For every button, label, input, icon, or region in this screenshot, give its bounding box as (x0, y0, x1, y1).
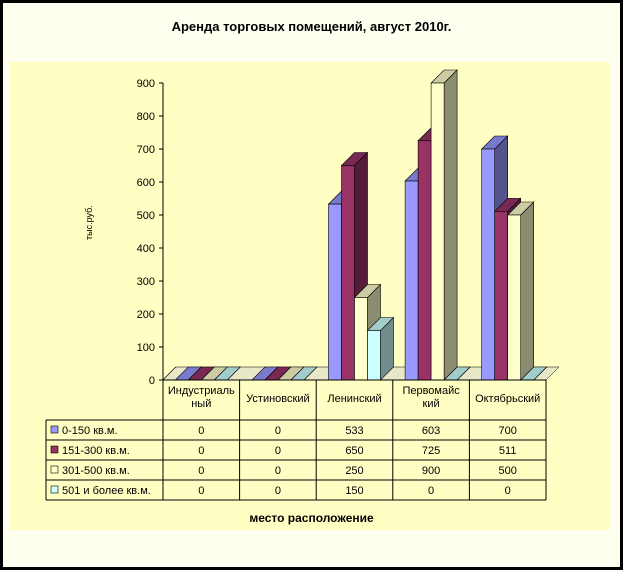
legend-swatch (50, 485, 59, 494)
data-label: 250 (345, 465, 363, 477)
bar (404, 180, 419, 381)
data-label: 0 (275, 465, 281, 477)
bar (481, 148, 496, 381)
bar (354, 297, 368, 381)
chart-title: Аренда торговых помещений, август 2010г. (171, 19, 452, 34)
y-tick-label: 600 (137, 177, 155, 189)
data-label: 0 (198, 445, 204, 457)
data-label: 603 (422, 425, 440, 437)
data-label: 0 (275, 425, 281, 437)
data-label: 900 (422, 465, 440, 477)
legend-label: 501 и более кв.м. (62, 485, 151, 497)
data-label: 0 (198, 485, 204, 497)
data-label: 0 (428, 485, 434, 497)
category-label: Устиновский (246, 393, 309, 405)
data-label: 650 (345, 445, 363, 457)
legend-label: 151-300 кв.м. (62, 445, 130, 457)
y-tick-label: 900 (137, 78, 155, 90)
data-label: 0 (275, 485, 281, 497)
legend-swatch (50, 425, 59, 434)
category-label: Индустриаль (168, 385, 235, 397)
category-label: ный (191, 398, 211, 410)
data-label: 0 (198, 465, 204, 477)
category-label: Ленинский (327, 393, 381, 405)
bar (417, 140, 432, 381)
data-label: 0 (275, 445, 281, 457)
data-label: 533 (345, 425, 363, 437)
category-label: Октябрьский (475, 393, 540, 405)
legend-label: 0-150 кв.м. (62, 425, 118, 437)
bar (367, 330, 381, 381)
data-label: 725 (422, 445, 440, 457)
bar (328, 203, 342, 381)
y-tick-label: 700 (137, 144, 155, 156)
y-tick-label: 800 (137, 111, 155, 123)
legend-swatch (50, 445, 59, 454)
data-label: 700 (499, 425, 517, 437)
data-label: 500 (499, 465, 517, 477)
y-tick-label: 0 (149, 375, 155, 387)
legend-swatch (50, 465, 59, 474)
data-label: 511 (499, 445, 517, 457)
bar-side (443, 69, 458, 381)
bar-side (520, 201, 535, 381)
data-label: 0 (505, 485, 511, 497)
bar (494, 211, 509, 381)
y-tick-label: 400 (137, 243, 155, 255)
data-label: 150 (345, 485, 363, 497)
bar (430, 82, 445, 381)
bar (341, 165, 355, 381)
bar (507, 214, 522, 381)
y-tick-label: 100 (137, 342, 155, 354)
category-label: кий (423, 398, 440, 410)
category-label: Первомайс (402, 385, 460, 397)
x-axis-label: место расположение (249, 511, 374, 525)
y-tick-label: 200 (137, 309, 155, 321)
y-tick-label: 300 (137, 276, 155, 288)
data-label: 0 (198, 425, 204, 437)
legend-label: 301-500 кв.м. (62, 465, 130, 477)
y-tick-label: 500 (137, 210, 155, 222)
